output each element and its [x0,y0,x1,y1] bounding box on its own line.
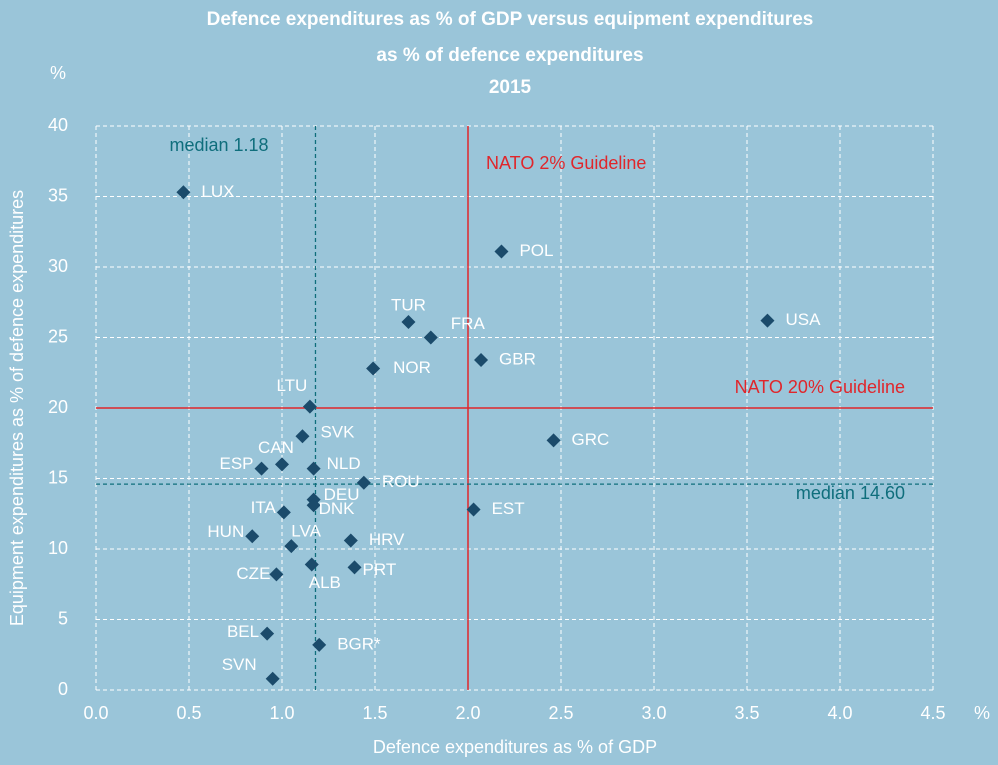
point [304,557,319,572]
x-tick-label: 1.0 [269,703,294,723]
point [269,567,284,582]
y-axis-label: Equipment expenditures as % of defence e… [7,190,27,626]
point-label: SVN [222,655,257,674]
reference-label: median 1.18 [169,135,268,155]
point [302,399,317,414]
point [760,313,775,328]
point [276,505,291,520]
point [176,185,191,200]
x-tick-label: 3.5 [734,703,759,723]
x-tick-label: 1.5 [362,703,387,723]
point [474,353,489,368]
x-tick-label: 4.5 [920,703,945,723]
y-tick-label: 20 [48,397,68,417]
chart-title: as % of defence expenditures [376,45,643,66]
point-label: ALB [309,573,341,592]
point-label: HRV [369,530,405,549]
x-tick-label: 0.5 [176,703,201,723]
point-label: TUR [391,295,426,314]
point [401,314,416,329]
y-tick-label: 5 [58,608,68,628]
point-label: ROU [382,472,420,491]
point-label: USA [785,310,821,329]
point-label: DNK [319,499,356,518]
point [312,637,327,652]
x-axis-label: Defence expenditures as % of GDP [373,737,657,757]
point [245,529,260,544]
point-label: LVA [291,522,321,541]
point [343,533,358,548]
reference-label: NATO 2% Guideline [486,153,646,173]
x-tick-label: 4.0 [827,703,852,723]
point-label: EST [492,499,525,518]
chart-title: 2015 [489,77,532,98]
y-tick-label: 35 [48,185,68,205]
point-label: ESP [220,454,254,473]
x-tick-label: 0.0 [83,703,108,723]
x-tick-label: 2.5 [548,703,573,723]
point-label: GBR [499,350,536,369]
point [306,461,321,476]
point-label: HUN [207,522,244,541]
point [260,626,275,641]
reference-label: NATO 20% Guideline [735,377,905,397]
point [265,671,280,686]
point-label: FRA [451,314,486,333]
x-tick-label: 3.0 [641,703,666,723]
point-label: PRT [363,560,397,579]
point [466,502,481,517]
y-tick-label: 15 [48,467,68,487]
point-label: POL [519,241,553,260]
point-label: BEL [227,622,259,641]
point-label: NLD [327,454,361,473]
point-label: CAN [258,438,294,457]
point-label: BGR* [337,634,381,653]
reference-label: median 14.60 [796,483,905,503]
point-label: GRC [572,430,610,449]
point [546,433,561,448]
point [347,560,362,575]
point [254,461,269,476]
y-tick-label: 40 [48,115,68,135]
point [356,475,371,490]
x-tick-label: 2.0 [455,703,480,723]
y-tick-label: 25 [48,326,68,346]
y-tick-label: 0 [58,679,68,699]
point [295,429,310,444]
point [275,457,289,472]
point-label: ITA [251,498,277,517]
point-label: CZE [236,564,270,583]
x-unit: % [974,703,990,723]
point-label: LTU [276,376,307,395]
y-unit: % [50,63,66,83]
point [423,330,438,345]
point [366,361,381,376]
point [494,244,509,259]
point-label: DEU [324,485,360,504]
point-label: SVK [320,423,355,442]
point-label: LUX [201,182,234,201]
point [306,498,321,513]
point-label: NOR [393,358,431,377]
point [284,539,299,554]
y-tick-label: 10 [48,538,68,558]
y-tick-label: 30 [48,256,68,276]
chart-title: Defence expenditures as % of GDP versus … [207,9,814,30]
